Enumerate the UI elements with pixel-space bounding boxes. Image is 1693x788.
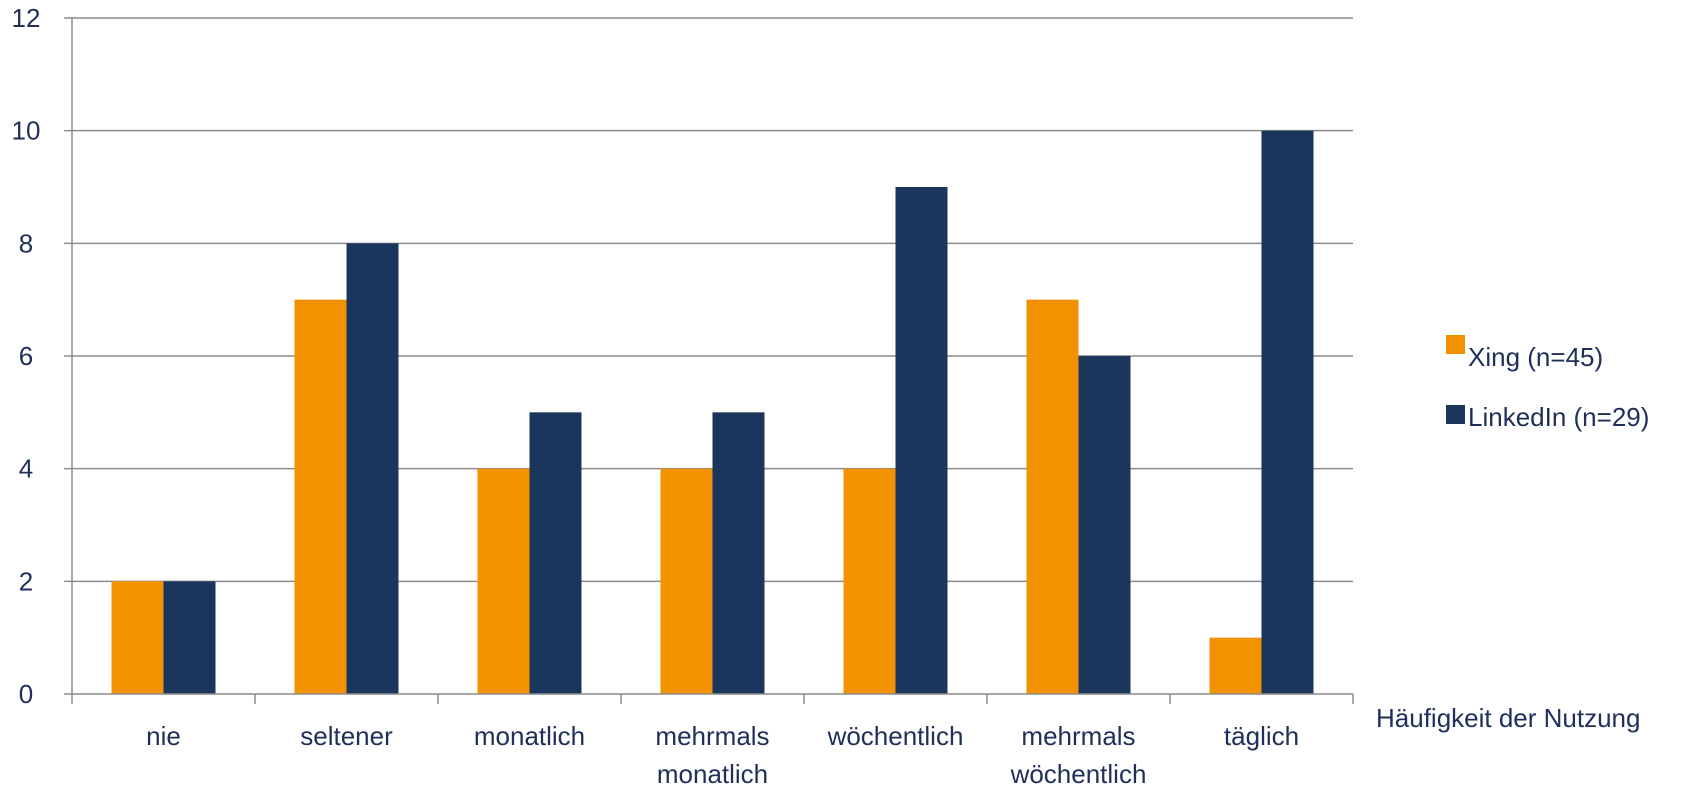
gridlines (72, 17, 1353, 583)
y-tick-label: 0 (19, 679, 33, 709)
x-tick-label: wöchentlich (1010, 759, 1147, 788)
x-axis-title: Häufigkeit der Nutzung (1376, 703, 1640, 733)
bars (111, 130, 1314, 695)
bar-linkedin (712, 412, 765, 694)
bar-linkedin (163, 581, 216, 694)
bar-xing (1209, 637, 1262, 694)
x-axis-ticks: nie seltener monatlich mehrmals monatlich wöc… (71, 694, 1354, 788)
x-tick-label: monatlich (657, 759, 768, 788)
legend-swatch (1446, 405, 1465, 424)
x-tick-label: nie (146, 721, 181, 751)
bar-xing (111, 581, 164, 694)
y-tick-label: 2 (19, 566, 33, 596)
legend: Xing (n=45) LinkedIn (n=29) (1446, 335, 1649, 432)
bar-xing (477, 468, 530, 694)
bar-linkedin (529, 412, 582, 694)
legend-label: LinkedIn (n=29) (1468, 402, 1649, 432)
x-tick-label: wöchentlich (827, 721, 964, 751)
x-tick-label: monatlich (474, 721, 585, 751)
bar-linkedin (1261, 130, 1314, 694)
bar-xing (1026, 299, 1079, 694)
bar-linkedin (895, 187, 948, 694)
bar-linkedin (346, 243, 399, 695)
bar-xing (294, 299, 347, 694)
x-tick-label: mehrmals (1021, 721, 1135, 751)
legend-label: Xing (n=45) (1468, 342, 1603, 372)
bar-xing (843, 468, 896, 694)
y-axis-ticks: 0 2 4 6 8 10 12 (12, 3, 72, 709)
x-tick-label: seltener (300, 721, 393, 751)
legend-swatch (1446, 335, 1465, 354)
y-tick-label: 4 (19, 454, 33, 484)
y-tick-label: 12 (12, 3, 41, 33)
y-tick-label: 10 (12, 116, 41, 146)
x-tick-label: täglich (1224, 721, 1299, 751)
bar-xing (660, 468, 713, 694)
bar-linkedin (1078, 356, 1131, 694)
y-tick-label: 6 (19, 341, 33, 371)
y-tick-label: 8 (19, 228, 33, 258)
x-tick-label: mehrmals (655, 721, 769, 751)
